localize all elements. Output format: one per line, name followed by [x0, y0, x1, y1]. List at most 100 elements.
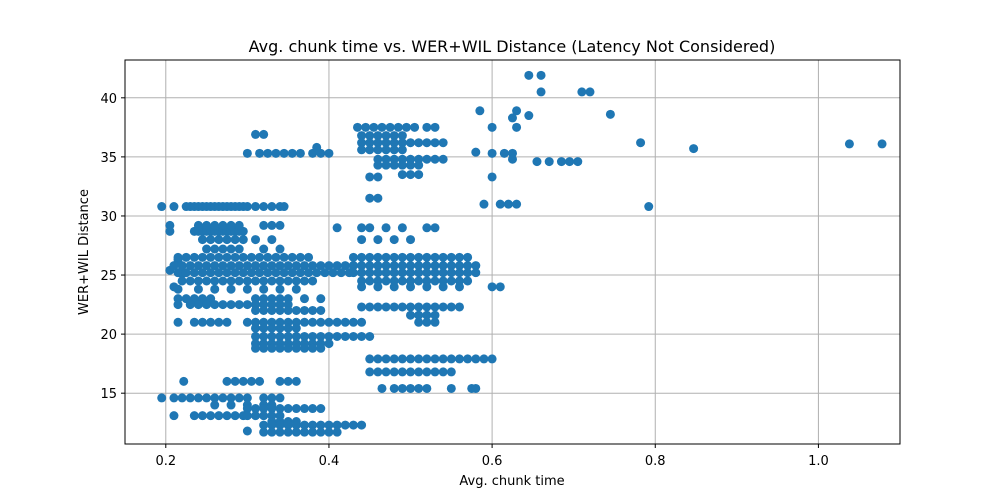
- scatter-point: [295, 252, 305, 262]
- scatter-point: [512, 122, 522, 132]
- scatter-point: [234, 276, 244, 286]
- scatter-point: [222, 252, 232, 262]
- scatter-point: [454, 268, 464, 278]
- scatter-point: [185, 393, 195, 403]
- scatter-point: [397, 145, 407, 155]
- scatter-point: [422, 261, 432, 271]
- scatter-point: [202, 261, 212, 271]
- scatter-point: [308, 331, 318, 341]
- scatter-point: [202, 300, 212, 310]
- scatter-point: [275, 376, 285, 386]
- scatter-point: [259, 261, 269, 271]
- scatter-point: [689, 144, 699, 154]
- scatter-point: [454, 282, 464, 292]
- scatter-point: [381, 145, 391, 155]
- y-tick-label: 30: [100, 210, 117, 225]
- scatter-point: [414, 383, 424, 393]
- scatter-point: [365, 138, 375, 148]
- scatter-point: [438, 282, 448, 292]
- scatter-point: [430, 261, 440, 271]
- scatter-point: [471, 268, 481, 278]
- scatter-point: [251, 261, 261, 271]
- scatter-point: [173, 284, 183, 294]
- scatter-point: [316, 331, 326, 341]
- scatter-point: [316, 317, 326, 327]
- scatter-point: [414, 252, 424, 262]
- scatter-point: [259, 404, 269, 414]
- scatter-point: [299, 261, 309, 271]
- scatter-point: [246, 376, 256, 386]
- scatter-point: [234, 244, 244, 254]
- scatter-point: [193, 300, 203, 310]
- chart-title: Avg. chunk time vs. WER+WIL Distance (La…: [249, 37, 776, 56]
- scatter-point: [267, 420, 277, 430]
- scatter-point: [357, 268, 367, 278]
- scatter-point: [438, 252, 448, 262]
- scatter-point: [210, 261, 220, 271]
- scatter-point: [348, 252, 358, 262]
- data-points: [157, 70, 887, 437]
- scatter-point: [291, 427, 301, 437]
- scatter-point: [471, 383, 481, 393]
- scatter-point: [438, 138, 448, 148]
- scatter-point: [357, 223, 367, 233]
- scatter-point: [283, 343, 293, 353]
- scatter-point: [365, 252, 375, 262]
- scatter-point: [487, 172, 497, 182]
- scatter-point: [299, 331, 309, 341]
- scatter-point: [210, 393, 220, 403]
- scatter-point: [381, 252, 391, 262]
- scatter-point: [283, 331, 293, 341]
- scatter-point: [381, 268, 391, 278]
- scatter-point: [173, 300, 183, 310]
- scatter-point: [169, 411, 179, 421]
- scatter-point: [287, 252, 297, 262]
- scatter-point: [389, 367, 399, 377]
- scatter-point: [463, 268, 473, 278]
- scatter-point: [348, 268, 358, 278]
- scatter-point: [267, 202, 277, 212]
- scatter-point: [324, 420, 334, 430]
- scatter-point: [214, 411, 224, 421]
- scatter-point: [316, 305, 326, 315]
- scatter-point: [463, 261, 473, 271]
- scatter-point: [210, 220, 220, 230]
- scatter-point: [267, 235, 277, 245]
- scatter-point: [198, 235, 207, 245]
- scatter-point: [365, 331, 375, 341]
- scatter-point: [299, 276, 309, 286]
- scatter-point: [179, 376, 189, 386]
- scatter-point: [308, 317, 318, 327]
- scatter-point: [373, 160, 383, 170]
- scatter-point: [401, 122, 411, 132]
- scatter-point: [259, 284, 269, 294]
- scatter-point: [198, 268, 207, 278]
- scatter-point: [365, 302, 375, 312]
- plot-frame: [124, 59, 901, 445]
- scatter-point: [259, 202, 269, 212]
- scatter-point: [422, 138, 432, 148]
- scatter-point: [279, 202, 289, 212]
- scatter-point: [573, 157, 583, 167]
- scatter-point: [324, 331, 334, 341]
- scatter-point: [397, 131, 407, 141]
- scatter-point: [438, 154, 448, 164]
- scatter-point: [226, 393, 236, 403]
- scatter-point: [304, 252, 314, 262]
- scatter-point: [446, 268, 456, 278]
- scatter-point: [446, 252, 456, 262]
- scatter-point: [267, 427, 277, 437]
- scatter-point: [422, 223, 432, 233]
- scatter-point: [267, 404, 277, 414]
- scatter-point: [389, 145, 399, 155]
- scatter-point: [373, 145, 383, 155]
- scatter-point: [397, 252, 407, 262]
- scatter-point: [389, 268, 399, 278]
- scatter-point: [532, 157, 542, 167]
- scatter-point: [357, 131, 367, 141]
- scatter-point: [238, 235, 248, 245]
- scatter-point: [644, 202, 654, 212]
- scatter-point: [487, 354, 497, 364]
- scatter-point: [259, 305, 269, 315]
